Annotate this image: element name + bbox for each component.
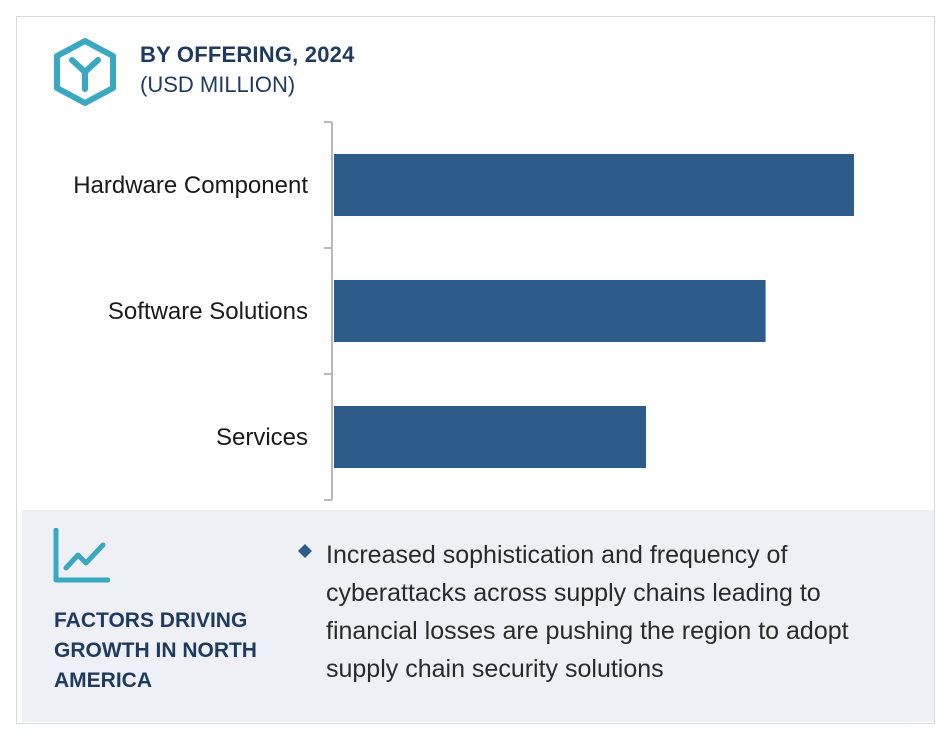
category-label: Hardware Component [73,172,308,199]
category-label: Services [216,424,308,451]
hexagon-y-logo-icon [54,38,116,106]
factor-text: Increased sophistication and frequency o… [326,541,849,683]
bar [334,280,766,342]
line-chart-growth-icon [53,528,110,583]
factors-panel [22,510,934,722]
bar [334,406,646,468]
bar [334,154,854,216]
bar-chart: Hardware Component Software Solutions Serv… [73,121,854,501]
chart-subtitle: (USD MILLION) [140,72,296,97]
chart-title: BY OFFERING, 2024 [140,42,355,67]
factors-title: FACTORS DRIVING GROWTH IN NORTH AMERICA [54,609,257,692]
category-label: Software Solutions [108,298,308,325]
diamond-bullet-icon [298,544,312,558]
